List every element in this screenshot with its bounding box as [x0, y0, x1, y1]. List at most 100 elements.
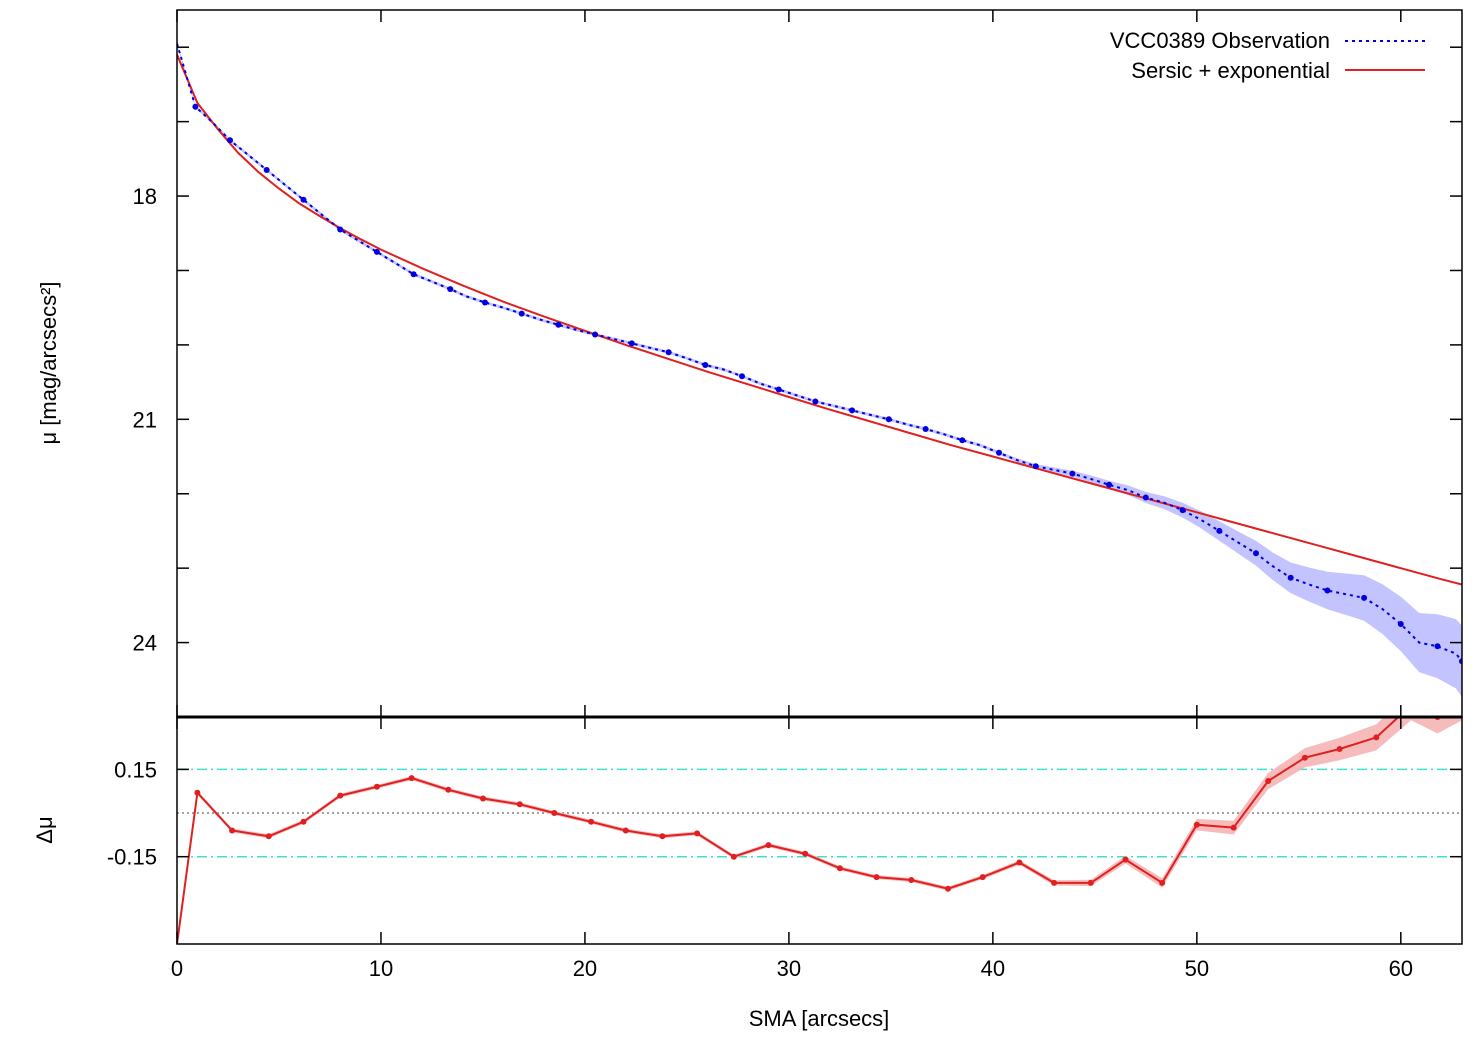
observation-point	[373, 248, 380, 255]
residual-band	[177, 717, 1462, 944]
residual-point	[337, 792, 344, 799]
residual-point	[1301, 754, 1308, 761]
observation-point	[665, 349, 672, 356]
observation-point	[739, 373, 745, 380]
residual-point	[588, 818, 595, 825]
profile-y-tick-label: 18	[133, 184, 157, 209]
residual-point	[1051, 879, 1058, 886]
residual-panel: 0 10 20 30 40 50 60 0.15 -0.15 Δμ SMA [arcsecs]	[32, 702, 1463, 1031]
observation-point	[592, 331, 599, 338]
observation-point	[1069, 470, 1076, 477]
observation-point	[1179, 507, 1186, 514]
residual-point	[551, 810, 558, 816]
residual-point	[480, 795, 486, 802]
residual-point	[979, 874, 986, 881]
observation-point	[1142, 494, 1149, 501]
profile-y-axis-title: μ [mag/arcsecs²]	[36, 281, 61, 444]
residual-point	[408, 775, 415, 782]
residual-point	[765, 842, 772, 849]
residual-point	[836, 865, 843, 872]
observation-point	[702, 362, 709, 368]
residual-y-tick-label: 0.15	[114, 757, 157, 782]
profile-axis-ticks: 18 21 24	[133, 10, 1462, 717]
residual-point	[300, 818, 307, 825]
residual-point	[622, 827, 629, 834]
observation-point	[1216, 527, 1223, 534]
residual-y-axis-title: Δμ	[32, 816, 57, 843]
observation-point	[518, 310, 525, 317]
residual-point	[516, 801, 523, 808]
observation-point	[1434, 643, 1441, 650]
residual-point	[1230, 824, 1237, 831]
observation-point	[410, 271, 417, 278]
observation-point	[1324, 587, 1331, 594]
observation-point	[555, 321, 562, 328]
observation-point	[447, 286, 454, 293]
x-tick-label: 60	[1389, 956, 1413, 981]
residual-point	[1408, 702, 1414, 708]
residual-point	[1336, 746, 1343, 752]
residual-point	[908, 877, 915, 883]
residual-point	[873, 874, 880, 881]
observation-series-line	[177, 43, 1462, 662]
residual-series-layer	[177, 702, 1441, 944]
observation-point	[263, 167, 270, 173]
residual-series-line	[177, 717, 1440, 944]
observation-point	[482, 299, 488, 306]
x-tick-label: 30	[777, 956, 801, 981]
residual-point	[445, 786, 452, 793]
profile-y-tick-label: 24	[133, 631, 157, 656]
residual-point	[373, 783, 380, 790]
residual-y-tick-label: -0.15	[107, 845, 157, 870]
legend-label-observation: VCC0389 Observation	[1110, 28, 1330, 53]
model-series-line	[177, 54, 1462, 586]
profile-series-layer	[177, 43, 1462, 665]
observation-point	[628, 340, 635, 347]
residual-point	[945, 885, 951, 892]
residual-point	[1016, 859, 1023, 866]
profile-plot-frame	[176, 9, 1463, 718]
x-tick-label: 50	[1185, 956, 1209, 981]
observation-error-band	[177, 42, 1462, 697]
observation-point	[849, 407, 856, 414]
residual-point	[730, 853, 737, 860]
observation-point	[300, 196, 307, 203]
x-tick-label: 10	[369, 956, 393, 981]
residual-point	[1159, 879, 1166, 886]
observation-point	[885, 416, 892, 423]
observation-point	[192, 103, 199, 110]
residual-axis-ticks: 0 10 20 30 40 50 60 0.15 -0.15	[107, 717, 1462, 981]
observation-point	[922, 426, 929, 432]
legend: VCC0389 Observation Sersic + exponential	[1110, 28, 1425, 83]
residual-point	[1373, 734, 1380, 741]
profile-panel: 18 21 24 μ [mag/arcsecs²] VCC0389 Observat…	[36, 9, 1463, 718]
x-axis-title: SMA [arcsecs]	[749, 1006, 890, 1031]
observation-point	[1361, 594, 1368, 601]
profile-y-tick-label: 21	[133, 407, 157, 432]
x-tick-label: 0	[171, 956, 183, 981]
residual-point	[194, 789, 201, 796]
observation-point	[812, 398, 819, 405]
residual-point	[1265, 778, 1272, 784]
observation-point	[1106, 481, 1113, 488]
observation-point	[337, 226, 344, 233]
observation-point	[1397, 621, 1404, 627]
residual-point	[694, 830, 701, 837]
residual-point	[802, 850, 809, 857]
residual-plot-frame	[176, 716, 1463, 945]
observation-point	[996, 449, 1002, 456]
residual-error-band	[177, 717, 1462, 944]
residual-point	[229, 827, 236, 834]
observation-point	[959, 437, 966, 444]
observation-point	[1287, 574, 1294, 581]
residual-point	[1122, 856, 1129, 863]
observation-band	[177, 42, 1462, 697]
observation-point	[1032, 463, 1039, 470]
x-tick-label: 40	[981, 956, 1005, 981]
x-tick-label: 20	[573, 956, 597, 981]
residual-point	[1087, 879, 1094, 886]
observation-point	[1253, 550, 1259, 557]
observation-point	[227, 137, 233, 144]
observation-point	[775, 386, 782, 393]
